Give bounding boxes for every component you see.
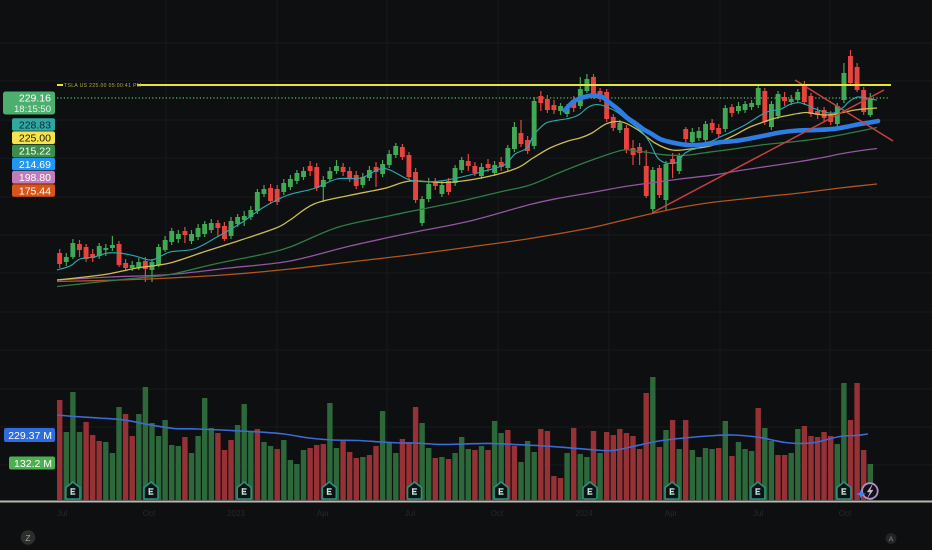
svg-text:215.22: 215.22 [19,146,51,158]
svg-text:214.69: 214.69 [19,159,51,171]
svg-text:18:15:50: 18:15:50 [14,104,51,115]
svg-text:228.83: 228.83 [19,119,51,131]
svg-text:229.37 M: 229.37 M [8,430,52,442]
svg-text:175.44: 175.44 [19,185,51,197]
svg-text:Z: Z [25,533,30,543]
svg-text:225.00: 225.00 [19,133,51,145]
svg-text:229.16: 229.16 [19,93,51,105]
svg-text:A: A [888,534,893,543]
svg-text:2023: 2023 [227,509,245,518]
svg-text:Apr: Apr [317,509,330,518]
svg-text:Jul: Jul [753,509,763,518]
svg-text:Oct: Oct [143,509,156,518]
svg-text:198.80: 198.80 [19,172,51,184]
svg-text:Jul: Jul [405,509,415,518]
svg-text:Oct: Oct [491,509,504,518]
svg-text:Oct: Oct [839,509,852,518]
svg-text:132.2 M: 132.2 M [14,458,52,470]
svg-text:Jul: Jul [57,509,67,518]
svg-text:2024: 2024 [575,509,593,518]
svg-text:Apr: Apr [665,509,678,518]
svg-text:TSLA US 225.00 05:00:41 PM: TSLA US 225.00 05:00:41 PM [64,83,141,89]
